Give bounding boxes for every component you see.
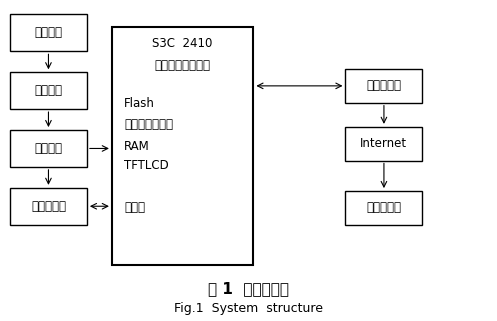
Text: 数据采集: 数据采集 <box>34 84 63 97</box>
Bar <box>10 188 87 225</box>
Bar <box>112 27 253 265</box>
Text: 信号调理: 信号调理 <box>34 26 63 39</box>
Text: Internet: Internet <box>360 137 408 150</box>
Bar <box>10 14 87 51</box>
Bar <box>345 127 422 160</box>
Text: （嵌入式处理器）: （嵌入式处理器） <box>155 59 211 72</box>
Bar <box>345 191 422 225</box>
Text: 图 1  系统结构图: 图 1 系统结构图 <box>208 282 289 296</box>
Text: 以太网接口: 以太网接口 <box>366 79 402 92</box>
Text: Flash: Flash <box>124 97 155 110</box>
Bar <box>10 130 87 167</box>
Text: 液晶触摸屏: 液晶触摸屏 <box>31 200 66 213</box>
Text: （程序存储器）: （程序存储器） <box>124 118 173 131</box>
Bar <box>10 72 87 109</box>
Text: 控制器: 控制器 <box>124 201 145 214</box>
Text: RAM: RAM <box>124 140 150 152</box>
Text: TFTLCD: TFTLCD <box>124 159 169 171</box>
Bar <box>345 69 422 103</box>
Text: Fig.1  System  structure: Fig.1 System structure <box>174 302 323 315</box>
Text: S3C  2410: S3C 2410 <box>153 38 213 50</box>
Text: 远程服务器: 远程服务器 <box>366 201 402 214</box>
Text: 数据缓存: 数据缓存 <box>34 142 63 155</box>
